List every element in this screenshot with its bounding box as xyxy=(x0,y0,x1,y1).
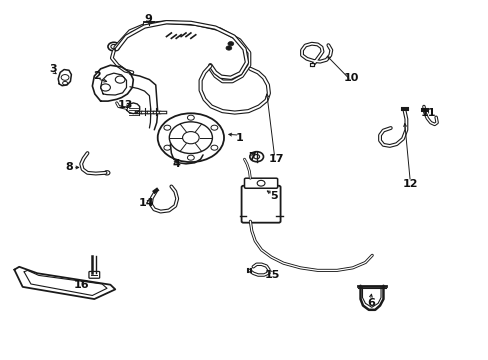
Circle shape xyxy=(62,81,67,85)
Circle shape xyxy=(101,84,110,91)
Text: 8: 8 xyxy=(65,162,73,172)
Circle shape xyxy=(104,171,110,175)
Circle shape xyxy=(143,23,149,28)
Circle shape xyxy=(210,145,217,150)
Circle shape xyxy=(225,46,231,50)
Circle shape xyxy=(163,125,170,130)
Text: 15: 15 xyxy=(264,270,280,280)
Circle shape xyxy=(150,22,156,26)
Circle shape xyxy=(61,75,69,80)
Circle shape xyxy=(163,145,170,150)
FancyBboxPatch shape xyxy=(241,186,280,223)
Circle shape xyxy=(210,125,217,130)
Text: 12: 12 xyxy=(402,179,417,189)
Text: 10: 10 xyxy=(344,73,359,83)
Circle shape xyxy=(227,41,233,46)
Text: 11: 11 xyxy=(420,108,436,118)
Text: 5: 5 xyxy=(269,191,277,201)
Text: 1: 1 xyxy=(235,133,243,143)
Text: 9: 9 xyxy=(144,14,152,24)
Circle shape xyxy=(187,115,194,120)
Text: 4: 4 xyxy=(172,159,180,169)
Text: 17: 17 xyxy=(268,154,284,164)
Text: 2: 2 xyxy=(93,71,101,81)
Text: 7: 7 xyxy=(247,152,255,162)
Text: 3: 3 xyxy=(49,64,57,74)
Circle shape xyxy=(111,44,117,49)
Text: 14: 14 xyxy=(138,198,154,208)
FancyBboxPatch shape xyxy=(89,271,100,278)
Circle shape xyxy=(187,155,194,160)
Text: 16: 16 xyxy=(73,280,89,290)
FancyBboxPatch shape xyxy=(244,178,277,188)
Circle shape xyxy=(115,76,125,83)
Text: 13: 13 xyxy=(117,100,132,110)
Text: 6: 6 xyxy=(366,298,374,308)
